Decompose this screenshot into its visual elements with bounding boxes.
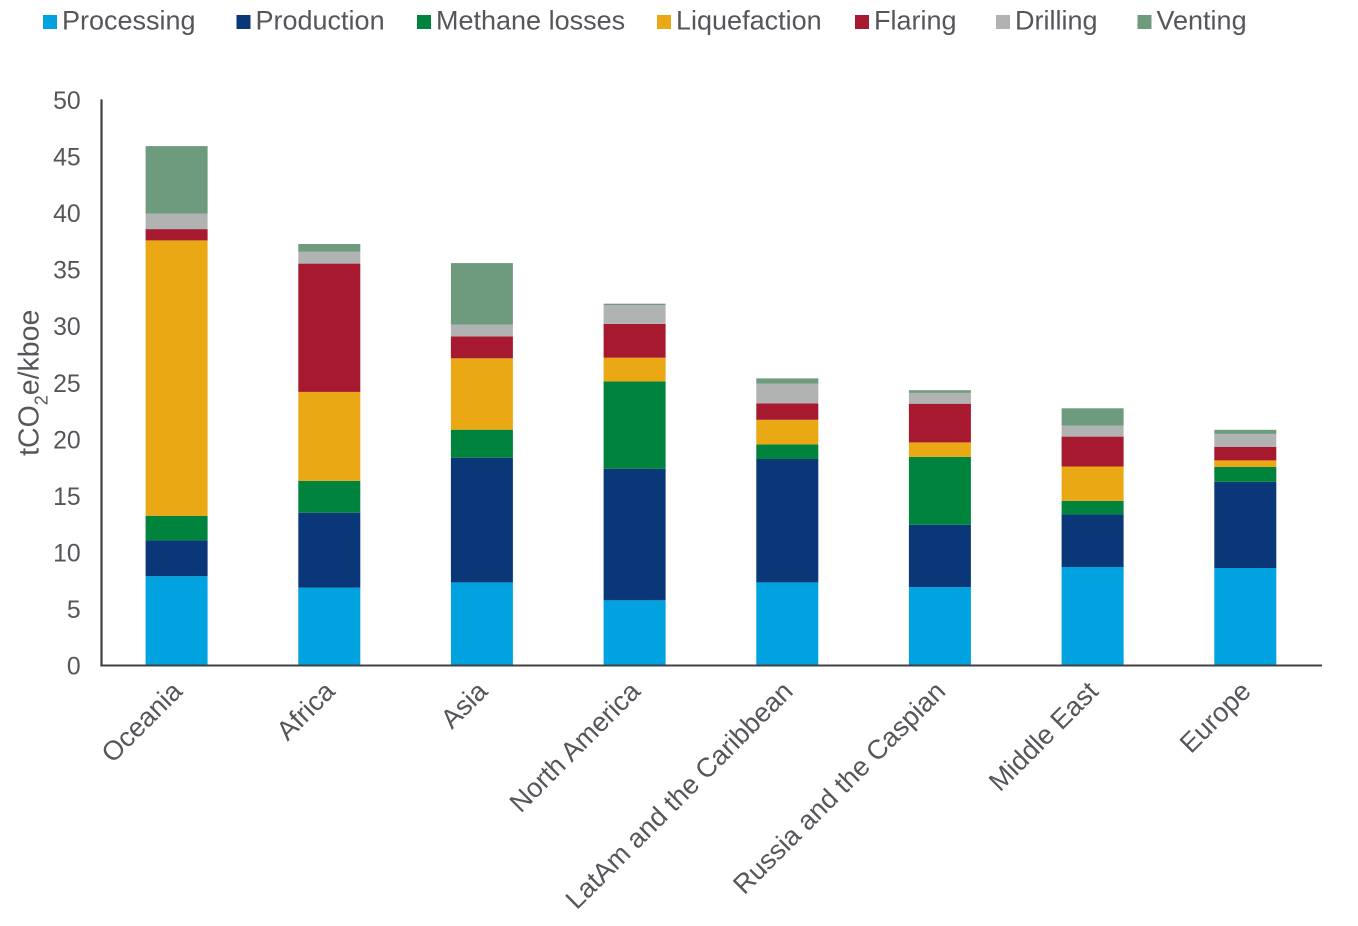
svg-text:5: 5 xyxy=(67,597,81,624)
svg-text:Processing: Processing xyxy=(62,6,196,36)
svg-text:10: 10 xyxy=(53,540,81,567)
svg-text:tCO2e/kboe: tCO2e/kboe xyxy=(14,310,52,456)
svg-text:Venting: Venting xyxy=(1157,6,1247,36)
svg-text:35: 35 xyxy=(53,258,81,285)
svg-text:Flaring: Flaring xyxy=(874,6,957,36)
svg-text:20: 20 xyxy=(53,427,81,454)
svg-text:45: 45 xyxy=(53,145,81,172)
svg-text:Liquefaction: Liquefaction xyxy=(676,6,822,36)
svg-text:25: 25 xyxy=(53,371,81,398)
svg-text:40: 40 xyxy=(53,201,81,228)
svg-text:0: 0 xyxy=(67,654,81,681)
svg-text:Production: Production xyxy=(256,6,385,36)
svg-text:Drilling: Drilling xyxy=(1015,6,1098,36)
svg-text:50: 50 xyxy=(53,88,81,115)
svg-text:15: 15 xyxy=(53,484,81,511)
svg-text:Methane losses: Methane losses xyxy=(436,6,625,36)
svg-text:30: 30 xyxy=(53,314,81,341)
